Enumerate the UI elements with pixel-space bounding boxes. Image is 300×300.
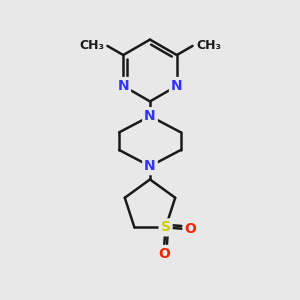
- Text: N: N: [144, 109, 156, 123]
- Text: N: N: [117, 79, 129, 93]
- Text: O: O: [158, 247, 170, 261]
- Text: N: N: [171, 79, 183, 93]
- Text: N: N: [144, 159, 156, 173]
- Text: S: S: [160, 220, 171, 234]
- Text: CH₃: CH₃: [196, 39, 221, 52]
- Text: CH₃: CH₃: [79, 39, 104, 52]
- Text: O: O: [184, 222, 196, 236]
